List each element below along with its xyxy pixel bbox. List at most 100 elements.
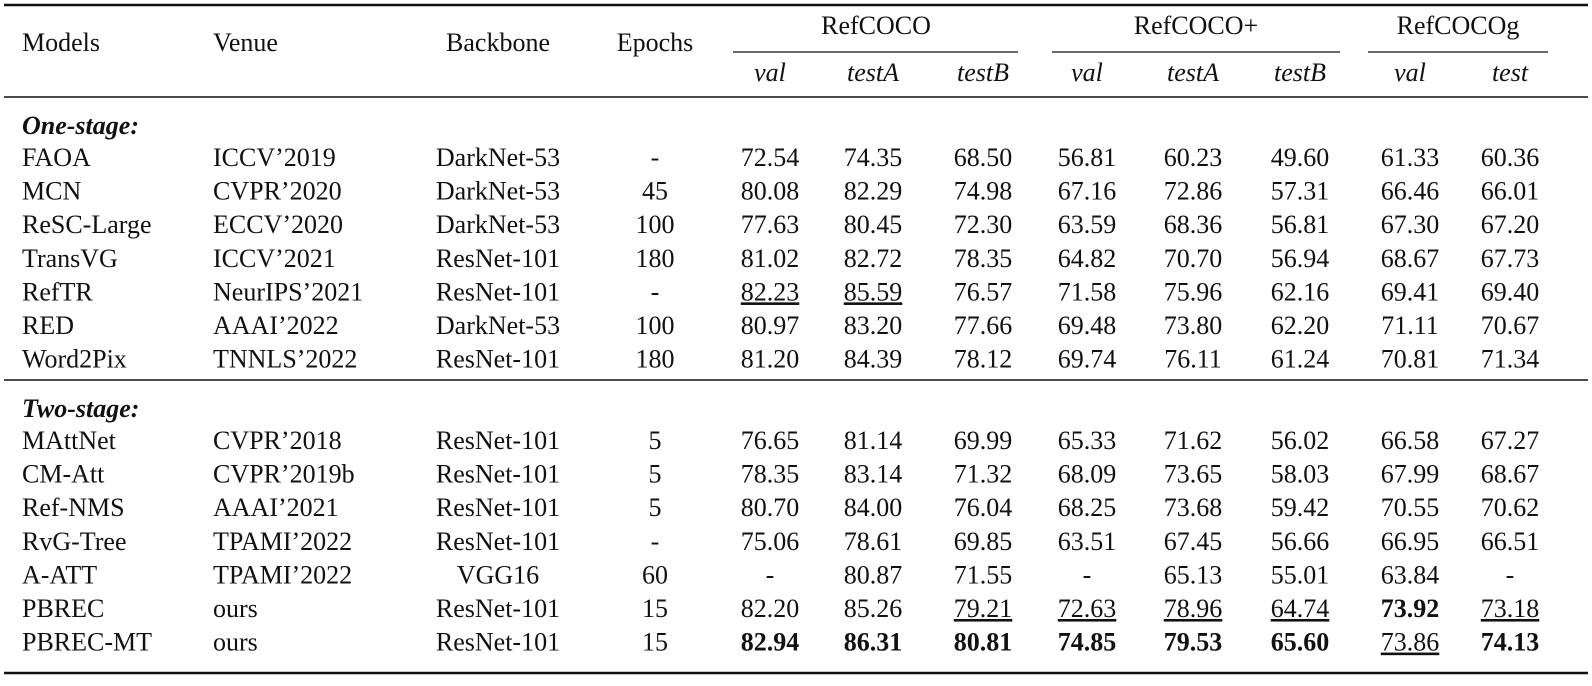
cell: 80.81	[954, 628, 1013, 657]
cell: 67.27	[1481, 426, 1540, 455]
cell: 57.31	[1271, 177, 1330, 206]
cell: 82.72	[844, 244, 903, 273]
cell: ours	[213, 594, 258, 623]
cell: 73.18	[1481, 594, 1540, 623]
cell: 100	[636, 210, 675, 239]
cell: 56.81	[1271, 210, 1330, 239]
model-name: PBREC	[22, 594, 104, 623]
cell: 56.94	[1271, 244, 1330, 273]
cell: 61.24	[1271, 345, 1330, 374]
cell: 74.85	[1058, 628, 1117, 657]
cell: 85.26	[844, 594, 903, 623]
split-header: testA	[847, 58, 899, 87]
model-name: FAOA	[22, 143, 91, 172]
cell: ICCV’2021	[213, 244, 336, 273]
cell: 77.63	[741, 210, 800, 239]
column-header: Venue	[213, 28, 278, 57]
cell: 69.85	[954, 527, 1013, 556]
cell: 56.81	[1058, 143, 1117, 172]
cell: 58.03	[1271, 460, 1330, 489]
cell: 68.36	[1164, 210, 1223, 239]
cell: ResNet-101	[436, 345, 560, 374]
cell: 70.81	[1381, 345, 1440, 374]
cell: ResNet-101	[436, 426, 560, 455]
cell: 84.39	[844, 345, 903, 374]
group-header: RefCOCOg	[1397, 11, 1520, 40]
model-name: RvG-Tree	[22, 527, 126, 556]
cell: 63.59	[1058, 210, 1117, 239]
cell: 73.80	[1164, 311, 1223, 340]
cell: 76.11	[1164, 345, 1222, 374]
cell: 100	[636, 311, 675, 340]
cell: 83.14	[844, 460, 903, 489]
cell: 69.40	[1481, 277, 1540, 306]
cell: 72.86	[1164, 177, 1223, 206]
cell: 71.32	[954, 460, 1013, 489]
cell: 73.65	[1164, 460, 1223, 489]
cell: ResNet-101	[436, 244, 560, 273]
cell: 69.74	[1058, 345, 1117, 374]
column-header: Models	[22, 28, 100, 57]
model-name: A-ATT	[22, 560, 97, 589]
cell: 73.86	[1381, 628, 1440, 657]
cell: 62.16	[1271, 277, 1330, 306]
cell: DarkNet-53	[436, 177, 560, 206]
cell: 66.95	[1381, 527, 1440, 556]
section-title: One-stage:	[22, 111, 139, 140]
cell: 80.08	[741, 177, 800, 206]
cell: 75.06	[741, 527, 800, 556]
cell: 68.67	[1381, 244, 1440, 273]
model-name: CM-Att	[22, 460, 105, 489]
cell: 80.45	[844, 210, 903, 239]
cell: 70.67	[1481, 311, 1540, 340]
cell: 81.02	[741, 244, 800, 273]
cell: 65.60	[1271, 628, 1330, 657]
cell: 45	[642, 177, 668, 206]
cell: ResNet-101	[436, 277, 560, 306]
cell: 72.54	[741, 143, 800, 172]
model-name: RED	[22, 311, 74, 340]
cell: TNNLS’2022	[213, 345, 357, 374]
cell: TPAMI’2022	[213, 527, 352, 556]
cell: 67.45	[1164, 527, 1223, 556]
cell: 71.58	[1058, 277, 1117, 306]
cell: 64.82	[1058, 244, 1117, 273]
cell: 66.46	[1381, 177, 1440, 206]
cell: 60	[642, 560, 668, 589]
split-header: test	[1492, 58, 1529, 87]
cell: 66.51	[1481, 527, 1540, 556]
cell: NeurIPS’2021	[213, 277, 363, 306]
cell: AAAI’2022	[213, 311, 339, 340]
cell: CVPR’2019b	[213, 460, 355, 489]
cell: 82.20	[741, 594, 800, 623]
cell: 65.13	[1164, 560, 1223, 589]
column-header: Epochs	[617, 28, 694, 57]
model-name: Ref-NMS	[22, 493, 125, 522]
cell: 77.66	[954, 311, 1013, 340]
cell: ours	[213, 628, 258, 657]
cell: 80.87	[844, 560, 903, 589]
cell: ECCV’2020	[213, 210, 343, 239]
model-name: RefTR	[22, 277, 93, 306]
cell: 82.29	[844, 177, 903, 206]
cell: 5	[649, 493, 662, 522]
cell: 79.53	[1164, 628, 1223, 657]
cell: ResNet-101	[436, 493, 560, 522]
cell: 68.09	[1058, 460, 1117, 489]
cell: -	[1083, 560, 1092, 589]
cell: 5	[649, 460, 662, 489]
cell: ResNet-101	[436, 460, 560, 489]
cell: 80.97	[741, 311, 800, 340]
cell: 75.96	[1164, 277, 1223, 306]
cell: 74.13	[1481, 628, 1540, 657]
cell: CVPR’2018	[213, 426, 342, 455]
cell: CVPR’2020	[213, 177, 342, 206]
cell: 83.20	[844, 311, 903, 340]
cell: 68.50	[954, 143, 1013, 172]
cell: 67.20	[1481, 210, 1540, 239]
cell: 74.35	[844, 143, 903, 172]
cell: 70.55	[1381, 493, 1440, 522]
group-header: RefCOCO	[821, 11, 931, 40]
cell: 74.98	[954, 177, 1013, 206]
cell: 68.67	[1481, 460, 1540, 489]
